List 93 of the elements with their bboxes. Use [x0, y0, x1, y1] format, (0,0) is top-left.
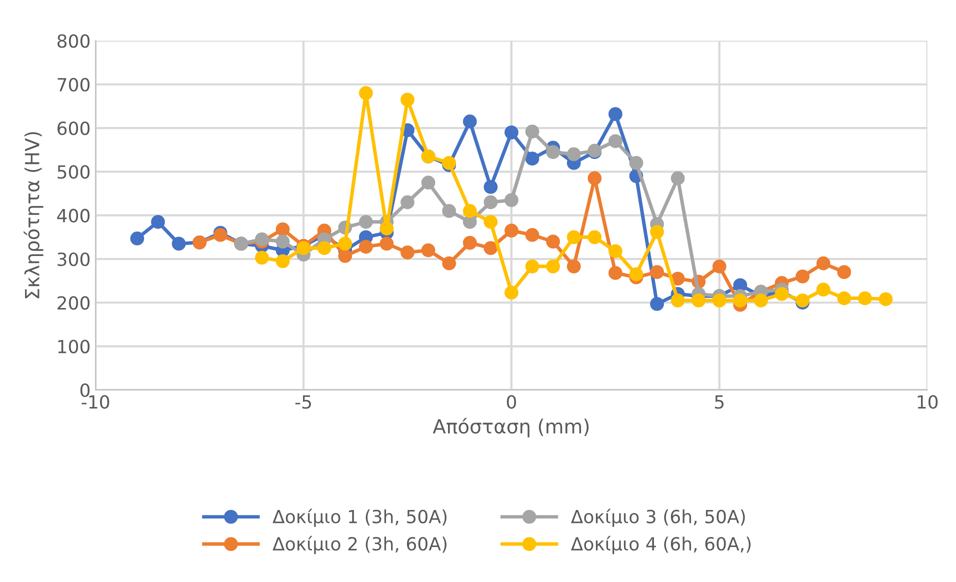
x-tick-label: 5 [715, 395, 724, 409]
point [358, 240, 373, 254]
point [400, 92, 414, 107]
y-tick-label: 800 [58, 34, 90, 48]
y-tick-label: 500 [58, 165, 90, 179]
point [796, 294, 810, 308]
point [588, 230, 602, 244]
point [566, 147, 581, 162]
point [276, 222, 290, 236]
point [754, 294, 768, 308]
legend-label: Δοκίμιο 4 (6h, 60A,) [570, 536, 751, 554]
point [629, 267, 644, 282]
point [484, 214, 498, 229]
point [358, 86, 373, 100]
point [670, 171, 685, 186]
point [712, 294, 726, 308]
point [255, 232, 269, 246]
point [566, 230, 581, 244]
point [796, 270, 810, 284]
y-tick-label: 600 [58, 122, 90, 136]
point [816, 256, 830, 270]
legend-label: Δοκίμιο 1 (3h, 50A) [272, 508, 446, 527]
point [400, 195, 414, 210]
point [546, 234, 560, 248]
point [151, 214, 165, 229]
point [504, 125, 518, 140]
x-tick-label: 10 [918, 395, 938, 409]
point [338, 248, 352, 263]
point [608, 107, 622, 122]
point [484, 195, 498, 210]
point [504, 193, 518, 208]
point [421, 176, 436, 190]
point [608, 266, 622, 280]
point [213, 228, 228, 242]
legend-label: Δοκίμιο 2 (3h, 60A) [272, 536, 446, 554]
point [546, 259, 560, 274]
point [525, 124, 540, 138]
point [172, 236, 186, 251]
point [546, 145, 560, 159]
point [650, 297, 664, 311]
point [462, 204, 477, 218]
point [566, 259, 581, 274]
y-tick-label: 300 [58, 252, 90, 266]
point [837, 291, 852, 306]
point [837, 265, 852, 280]
point [525, 259, 540, 274]
point [692, 294, 706, 308]
point [525, 228, 540, 242]
point [608, 244, 622, 258]
point [296, 241, 310, 256]
point [525, 152, 540, 166]
point [338, 236, 352, 251]
point [380, 221, 394, 236]
point [858, 291, 872, 306]
point [588, 171, 602, 186]
point [442, 156, 456, 170]
point [400, 246, 414, 260]
point [650, 265, 664, 280]
point [442, 204, 456, 218]
point [130, 232, 144, 246]
y-tick-label: 200 [58, 296, 90, 310]
point [421, 243, 436, 258]
x-tick-label: -5 [295, 395, 311, 409]
point [816, 282, 830, 296]
point [712, 259, 726, 274]
x-tick-label: -10 [82, 395, 110, 409]
point [484, 241, 498, 256]
y-tick-label: 100 [58, 340, 90, 354]
y-tick-label: 0 [80, 383, 90, 398]
point [504, 224, 518, 238]
point [878, 292, 893, 306]
point [358, 214, 373, 229]
y-axis-title: Σκληρότητα (HV) [24, 132, 44, 298]
y-tick-label: 400 [57, 208, 90, 222]
point [608, 134, 622, 148]
point [670, 294, 685, 308]
x-tick-label: 0 [506, 395, 516, 409]
point [462, 114, 477, 128]
x-axis-title: Απόσταση (mm) [432, 418, 589, 438]
point [276, 234, 290, 248]
point [317, 241, 332, 256]
point [629, 156, 644, 170]
point [484, 180, 498, 194]
point [255, 250, 269, 265]
y-tick-label: 700 [58, 78, 90, 92]
point [380, 236, 394, 251]
point [504, 286, 518, 300]
point [650, 224, 664, 239]
point [733, 294, 748, 308]
legend-label: Δοκίμιο 3 (6h, 50A) [570, 508, 745, 527]
point [442, 256, 456, 270]
point [276, 254, 290, 268]
point [462, 236, 477, 250]
